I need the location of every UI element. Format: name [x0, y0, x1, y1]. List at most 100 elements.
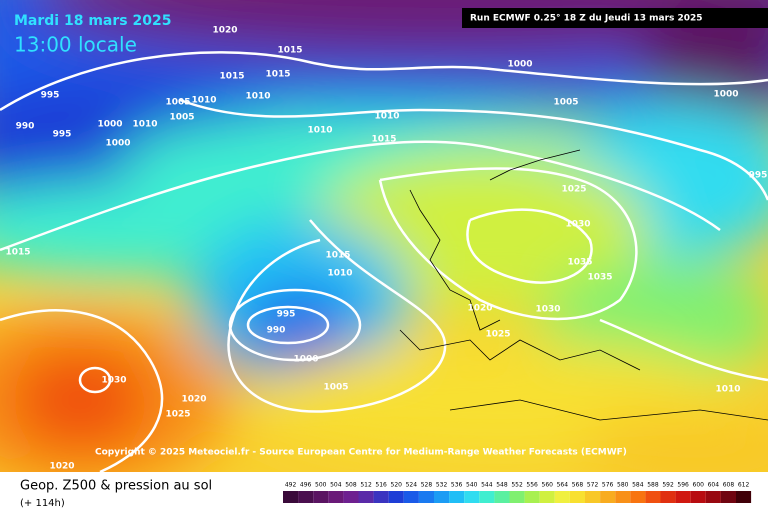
isobar-label: 1025	[485, 330, 510, 340]
time: 13:00 locale	[14, 33, 137, 57]
coastlines	[399, 149, 768, 421]
scale-label: 512	[360, 482, 372, 489]
scale-swatch	[494, 491, 510, 503]
scale-swatch	[569, 491, 585, 503]
scale-swatch	[358, 491, 374, 503]
scale-swatch	[615, 491, 631, 503]
scale-swatch	[690, 491, 706, 503]
scale-swatch	[539, 491, 555, 503]
scale-swatch	[479, 491, 495, 503]
scale-swatch	[660, 491, 676, 503]
footer-title: Geop. Z500 & pression au sol	[20, 479, 212, 494]
isobar-label: 1020	[49, 462, 74, 472]
scale-swatch	[645, 491, 661, 503]
scale-label: 596	[677, 482, 689, 489]
scale-swatch	[464, 491, 480, 503]
isobar-label: 995	[41, 91, 60, 101]
isobar-label: 1020	[212, 26, 237, 36]
scale-label: 604	[708, 482, 720, 489]
scale-label: 492	[285, 482, 297, 489]
scale-label: 580	[617, 482, 629, 489]
isobar-label: 1010	[245, 92, 270, 102]
color-scale: 492 496 500 504 508 512 516 520 524 528 532 536 540 5…	[283, 482, 752, 503]
scale-swatch	[313, 491, 329, 503]
scale-label: 508	[345, 482, 357, 489]
date: Mardi 18 mars 2025	[14, 13, 171, 29]
scale-label: 532	[436, 482, 448, 489]
isobar-label: 1035	[587, 273, 612, 283]
isobar-label: 995	[749, 171, 768, 181]
scale-swatch	[524, 491, 540, 503]
scale-label: 560	[542, 482, 554, 489]
isobar-label: 1015	[265, 70, 290, 80]
scale-label: 540	[466, 482, 478, 489]
scale-swatch	[675, 491, 691, 503]
isobar-label: 1005	[165, 98, 190, 108]
scale-label: 568	[572, 482, 584, 489]
scale-label: 584	[632, 482, 644, 489]
scale-label: 552	[511, 482, 523, 489]
scale-swatch	[434, 491, 450, 503]
isobar-label: 1015	[371, 135, 396, 145]
scale-label: 612	[738, 482, 750, 489]
scale-swatch	[630, 491, 646, 503]
scale-swatch	[373, 491, 389, 503]
isobar-label: 1020	[467, 304, 492, 314]
isobar-label: 1010	[715, 385, 740, 395]
scale-label: 572	[587, 482, 599, 489]
scale-label: 600	[693, 482, 705, 489]
isobar-label: 1010	[327, 269, 352, 279]
scale-swatch	[418, 491, 434, 503]
isobar-label: 1030	[101, 376, 126, 386]
scale-label: 524	[406, 482, 418, 489]
scale-swatch	[720, 491, 736, 503]
isobar-label: 1010	[307, 126, 332, 136]
scale-label: 588	[647, 482, 659, 489]
isobar-label: 1030	[565, 220, 590, 230]
isobar-label: 1010	[132, 120, 157, 130]
isobar-label: 1030	[535, 305, 560, 315]
isobar-label: 1000	[293, 355, 318, 365]
scale-swatch	[585, 491, 601, 503]
isobar-label: 1015	[277, 46, 302, 56]
isobar-label: 990	[267, 326, 286, 336]
run-box	[462, 8, 768, 28]
isobar-label: 1015	[219, 72, 244, 82]
isobar-label: 1000	[713, 90, 738, 100]
scale-swatch	[600, 491, 616, 503]
scale-label: 592	[662, 482, 674, 489]
scale-label: 608	[723, 482, 735, 489]
isobar-label: 1005	[553, 98, 578, 108]
copyright: Copyright © 2025 Meteociel.fr - Source E…	[95, 448, 627, 458]
isobar-label: 1000	[105, 139, 130, 149]
scale-swatch	[328, 491, 344, 503]
isobar-label: 995	[277, 310, 296, 320]
scale-label: 544	[481, 482, 493, 489]
isobar-label: 1005	[323, 383, 348, 393]
field	[0, 0, 768, 472]
isobar-label: 1020	[181, 395, 206, 405]
scale-label: 528	[421, 482, 433, 489]
isobar-label: 1010	[374, 112, 399, 122]
scale-label: 548	[496, 482, 508, 489]
isobar-label: 995	[53, 130, 72, 140]
scale-swatch	[554, 491, 570, 503]
isobars	[0, 51, 768, 472]
run-info: Run ECMWF 0.25° 18 Z du Jeudi 13 mars 20…	[470, 14, 703, 24]
scale-label: 500	[315, 482, 327, 489]
isobar-label: 1010	[191, 96, 216, 106]
scale-swatch	[705, 491, 721, 503]
scale-swatch	[283, 491, 299, 503]
scale-label: 564	[557, 482, 569, 489]
isobar-label: 1005	[169, 113, 194, 123]
scale-swatch	[736, 491, 752, 503]
isobar-label: 1035	[567, 258, 592, 268]
footer-lead: (+ 114h)	[20, 498, 65, 509]
scale-swatch	[403, 491, 419, 503]
scale-label: 504	[330, 482, 342, 489]
isobar-label: 1015	[325, 251, 350, 261]
isobar-label: 990	[16, 122, 35, 132]
